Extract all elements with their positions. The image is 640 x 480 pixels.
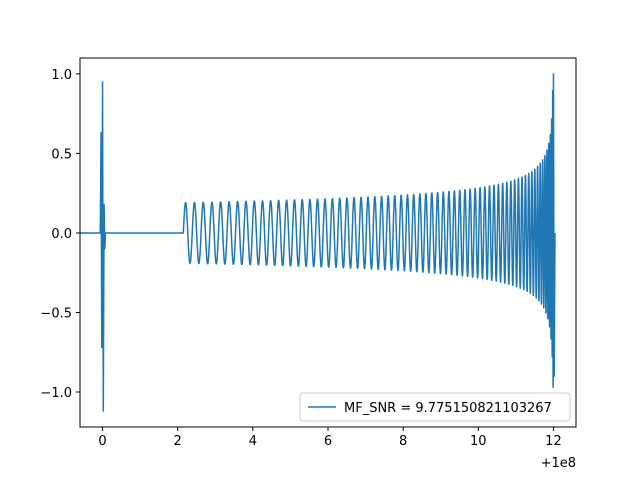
y-tick-label: 0.0 (51, 227, 72, 242)
legend-label: MF_SNR = 9.775150821103267 (344, 401, 552, 416)
axes-layer: 0 2 4 6 8 10 12 1.0 0.5 0.0 −0.5 −1.0 (40, 68, 561, 449)
x-tick-label: 12 (545, 434, 562, 449)
y-tick-label: 1.0 (51, 68, 72, 83)
legend-box (299, 392, 571, 422)
x-tick-label: 10 (470, 434, 487, 449)
y-tick-label: −1.0 (40, 386, 72, 401)
x-tick-label: 0 (98, 434, 106, 449)
y-tick-label: −0.5 (40, 306, 72, 321)
x-tick-label: 8 (399, 434, 407, 449)
x-offset-label: +1e8 (541, 456, 576, 471)
series-layer (80, 73, 556, 412)
x-tick-label: 4 (249, 434, 257, 449)
plot-frame (79, 57, 577, 428)
legend: MF_SNR = 9.775150821103267 (299, 392, 571, 422)
x-tick-label: 2 (174, 434, 182, 449)
series-line (80, 73, 556, 412)
x-tick-label: 6 (324, 434, 332, 449)
y-tick-label: 0.5 (51, 147, 72, 162)
